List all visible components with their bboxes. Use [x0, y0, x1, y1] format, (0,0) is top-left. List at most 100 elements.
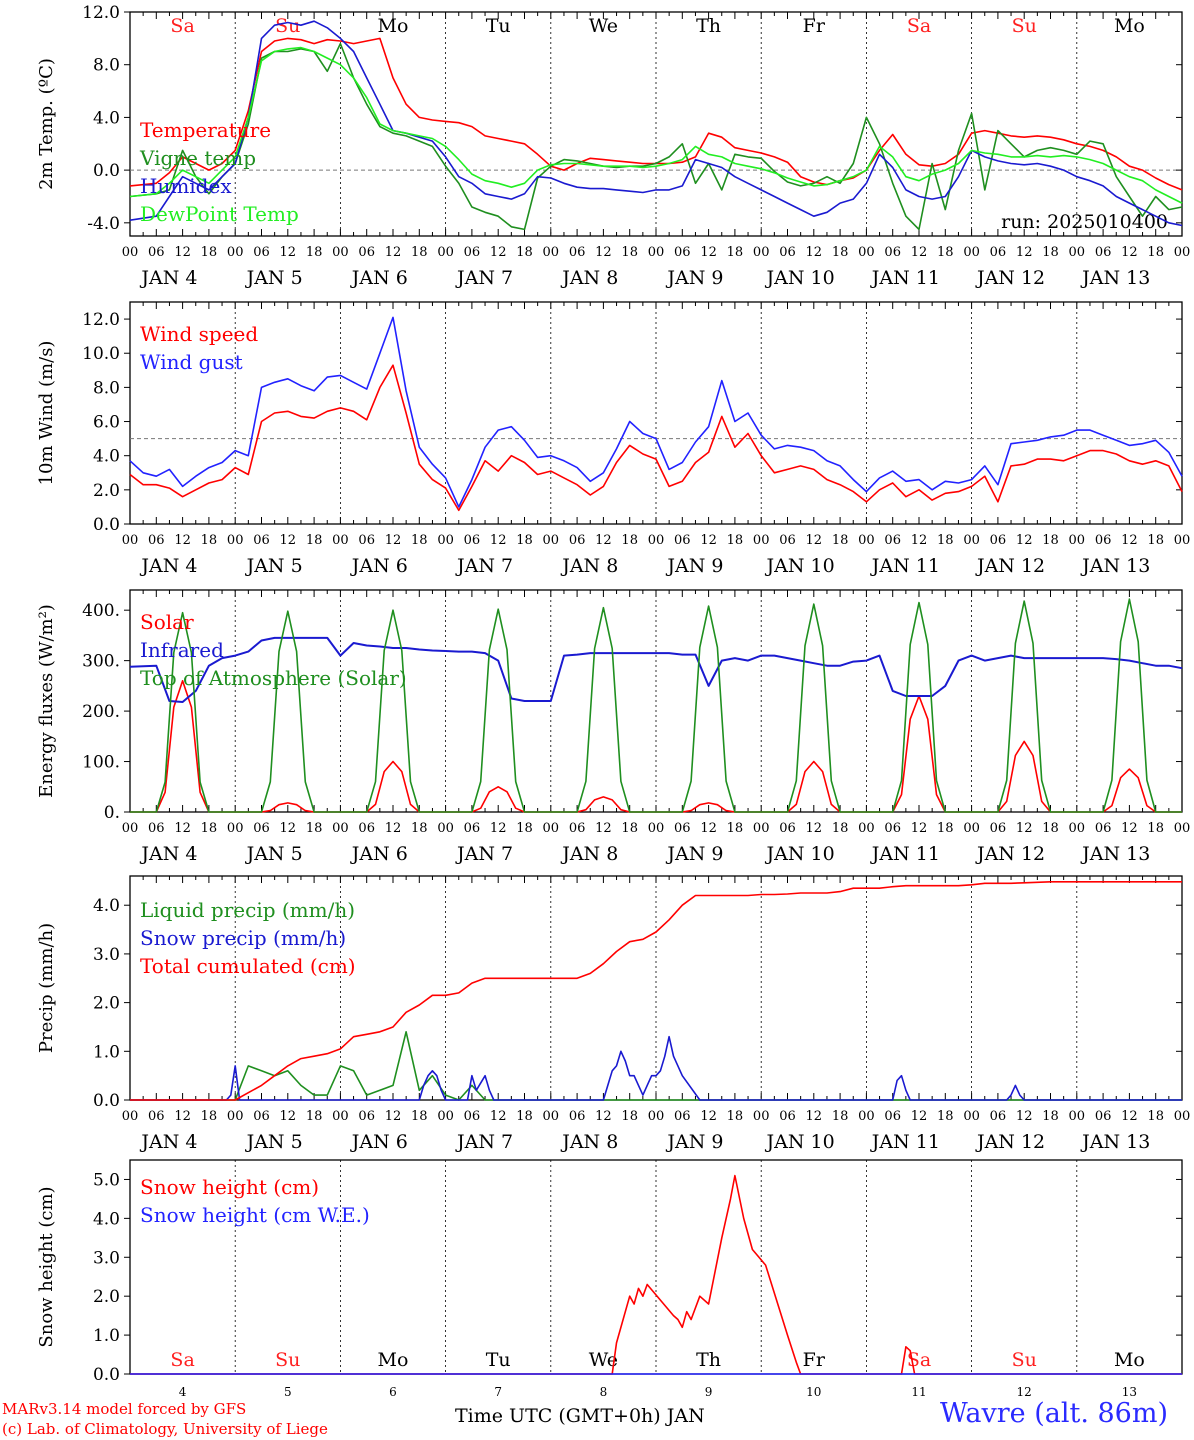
- series-line-infrared: [129, 636, 1183, 703]
- x-date-label: JAN 4: [139, 267, 197, 289]
- x-date-label: JAN 13: [1080, 1131, 1150, 1153]
- y-axis-label: 10m Wind (m/s): [36, 341, 57, 486]
- x-hour-label: 00: [437, 821, 454, 836]
- x-hour-label: 18: [1042, 1109, 1059, 1124]
- x-hour-label: 06: [1095, 1109, 1112, 1124]
- x-hour-label: 00: [1174, 245, 1191, 260]
- x-date-label: JAN 13: [1080, 267, 1150, 289]
- y-tick-label: 6.0: [93, 413, 120, 433]
- x-hour-label: 18: [516, 821, 533, 836]
- weekday-label: Mo: [1114, 15, 1145, 37]
- x-date-label: JAN 9: [665, 555, 723, 577]
- x-hour-label: 00: [437, 245, 454, 260]
- day-number-label: 11: [911, 1385, 926, 1399]
- x-hour-label: 18: [411, 533, 428, 548]
- x-hour-label: 06: [674, 245, 691, 260]
- x-hour-label: 12: [385, 821, 402, 836]
- series-line-top-of-atmosphere-solar: [130, 598, 1182, 813]
- x-hour-label: 18: [937, 1109, 954, 1124]
- y-tick-label: 4.0: [93, 1209, 120, 1229]
- run-label: run: 2025010400: [1001, 211, 1168, 233]
- day-number-label: 13: [1122, 1385, 1137, 1399]
- x-hour-label: 06: [358, 821, 375, 836]
- weekday-label: We: [589, 15, 618, 37]
- x-hour-label: 00: [1069, 245, 1086, 260]
- x-hour-label: 06: [569, 245, 586, 260]
- x-hour-label: 18: [411, 245, 428, 260]
- x-hour-label: 00: [648, 821, 665, 836]
- x-hour-label: 00: [858, 821, 875, 836]
- y-tick-label: 1.0: [93, 1326, 120, 1346]
- y-tick-label: 8.0: [93, 378, 120, 398]
- y-tick-label: 3.0: [93, 945, 120, 965]
- y-tick-label: 300.: [82, 652, 120, 672]
- x-date-label: JAN 9: [665, 843, 723, 865]
- x-date-label: JAN 11: [870, 267, 940, 289]
- legend-entry: Snow precip (mm/h): [140, 926, 346, 950]
- x-date-label: JAN 7: [455, 555, 513, 577]
- x-hour-label: 00: [963, 1109, 980, 1124]
- x-hour-label: 06: [148, 1109, 165, 1124]
- x-hour-label: 12: [1121, 533, 1138, 548]
- x-hour-label: 00: [543, 821, 560, 836]
- x-date-label: JAN 6: [350, 555, 408, 577]
- x-hour-label: 18: [621, 245, 638, 260]
- x-hour-label: 06: [884, 821, 901, 836]
- x-hour-label: 06: [253, 245, 270, 260]
- x-hour-label: 12: [280, 821, 297, 836]
- x-hour-label: 18: [1042, 821, 1059, 836]
- x-date-label: JAN 13: [1080, 843, 1150, 865]
- x-hour-label: 18: [832, 1109, 849, 1124]
- x-hour-label: 18: [621, 1109, 638, 1124]
- x-hour-label: 12: [490, 245, 507, 260]
- y-tick-label: 10.0: [82, 344, 120, 364]
- x-hour-label: 06: [674, 1109, 691, 1124]
- x-hour-label: 00: [648, 533, 665, 548]
- x-hour-label: 00: [1174, 1109, 1191, 1124]
- x-date-label: JAN 8: [560, 555, 618, 577]
- x-hour-label: 18: [937, 245, 954, 260]
- x-hour-label: 00: [543, 1109, 560, 1124]
- y-axis-label: Energy fluxes (W/m²): [36, 604, 57, 798]
- legend-entry: Total cumulated (cm): [140, 954, 356, 978]
- x-hour-label: 12: [490, 1109, 507, 1124]
- legend-entry: Snow height (cm W.E.): [140, 1203, 370, 1227]
- x-hour-label: 06: [358, 1109, 375, 1124]
- y-tick-label: 0.0: [93, 1091, 120, 1111]
- x-hour-label: 06: [569, 1109, 586, 1124]
- x-hour-label: 00: [1174, 821, 1191, 836]
- x-hour-label: 12: [174, 245, 191, 260]
- x-hour-label: 00: [753, 1109, 770, 1124]
- x-hour-label: 18: [516, 1109, 533, 1124]
- x-hour-label: 18: [201, 821, 218, 836]
- x-date-label: JAN 10: [765, 1131, 835, 1153]
- weekday-label: Fr: [803, 15, 826, 37]
- x-hour-label: 00: [963, 533, 980, 548]
- y-tick-label: 1.0: [93, 1042, 120, 1062]
- x-hour-label: 12: [595, 1109, 612, 1124]
- x-hour-label: 06: [674, 821, 691, 836]
- x-hour-label: 06: [779, 821, 796, 836]
- x-hour-label: 12: [280, 1109, 297, 1124]
- legend-entry: Infrared: [140, 638, 224, 662]
- x-hour-label: 00: [1174, 533, 1191, 548]
- x-hour-label: 18: [306, 245, 323, 260]
- legend-entry: Humidex: [140, 174, 232, 198]
- x-date-label: JAN 5: [245, 555, 303, 577]
- x-hour-label: 00: [122, 821, 139, 836]
- x-hour-label: 06: [990, 821, 1007, 836]
- weekday-label: Sa: [170, 15, 194, 37]
- x-hour-label: 18: [516, 245, 533, 260]
- x-hour-label: 00: [332, 245, 349, 260]
- day-number-label: 6: [389, 1385, 397, 1399]
- y-tick-label: 4.0: [93, 108, 120, 128]
- x-hour-label: 00: [753, 533, 770, 548]
- x-hour-label: 06: [253, 1109, 270, 1124]
- x-hour-label: 00: [648, 245, 665, 260]
- x-hour-label: 00: [437, 1109, 454, 1124]
- legend-entry: DewPoint Temp: [140, 202, 299, 226]
- legend-entry: Top of Atmosphere (Solar): [140, 666, 407, 690]
- x-hour-label: 12: [806, 821, 823, 836]
- x-hour-label: 00: [648, 1109, 665, 1124]
- x-hour-label: 12: [911, 821, 928, 836]
